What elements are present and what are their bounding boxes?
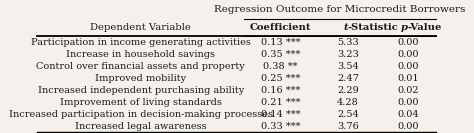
Text: 0.00: 0.00	[397, 50, 419, 59]
Text: 2.29: 2.29	[337, 86, 359, 95]
Text: 0.16 ***: 0.16 ***	[261, 86, 300, 95]
Text: 0.14 ***: 0.14 ***	[261, 110, 300, 119]
Text: 0.02: 0.02	[397, 86, 419, 95]
Text: Dependent Variable: Dependent Variable	[91, 23, 191, 32]
Text: 0.00: 0.00	[397, 62, 419, 71]
Text: Regression Outcome for Microcredit Borrowers: Regression Outcome for Microcredit Borro…	[214, 5, 466, 14]
Text: Increased participation in decision-making processes: Increased participation in decision-maki…	[9, 110, 273, 119]
Text: Participation in income generating activities: Participation in income generating activ…	[31, 38, 251, 47]
Text: 3.23: 3.23	[337, 50, 359, 59]
Text: 4.28: 4.28	[337, 98, 359, 107]
Text: -Value: -Value	[408, 23, 442, 32]
Text: 2.54: 2.54	[337, 110, 359, 119]
Text: 0.38 **: 0.38 **	[263, 62, 298, 71]
Text: Coefficient: Coefficient	[250, 23, 311, 32]
Text: 2.47: 2.47	[337, 74, 359, 83]
Text: Improved mobility: Improved mobility	[95, 74, 186, 83]
Text: 3.76: 3.76	[337, 122, 359, 131]
Text: Improvement of living standards: Improvement of living standards	[60, 98, 222, 107]
Text: 0.13 ***: 0.13 ***	[261, 38, 300, 47]
Text: 0.01: 0.01	[397, 74, 419, 83]
Text: 0.04: 0.04	[397, 110, 419, 119]
Text: 5.33: 5.33	[337, 38, 359, 47]
Text: t: t	[343, 23, 348, 32]
Text: 0.25 ***: 0.25 ***	[261, 74, 300, 83]
Text: 0.35 ***: 0.35 ***	[261, 50, 300, 59]
Text: 0.00: 0.00	[397, 98, 419, 107]
Text: p: p	[401, 23, 408, 32]
Text: 3.54: 3.54	[337, 62, 359, 71]
Text: Increased independent purchasing ability: Increased independent purchasing ability	[38, 86, 244, 95]
Text: 0.00: 0.00	[397, 122, 419, 131]
Text: 0.33 ***: 0.33 ***	[261, 122, 300, 131]
Text: Increase in household savings: Increase in household savings	[66, 50, 215, 59]
Text: -Statistic: -Statistic	[348, 23, 399, 32]
Text: Increased legal awareness: Increased legal awareness	[75, 122, 207, 131]
Text: 0.21 ***: 0.21 ***	[261, 98, 300, 107]
Text: Control over financial assets and property: Control over financial assets and proper…	[36, 62, 245, 71]
Text: 0.00: 0.00	[397, 38, 419, 47]
